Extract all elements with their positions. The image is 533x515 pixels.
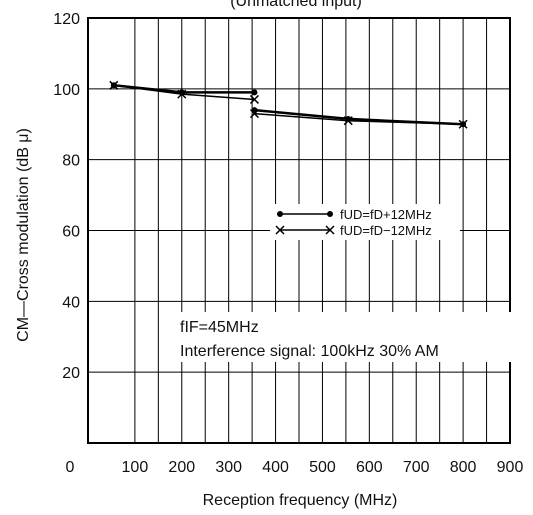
x-tick-label: 0 — [66, 459, 75, 476]
y-tick-label: 100 — [53, 82, 80, 99]
x-tick-label: 200 — [168, 459, 195, 476]
x-tick-label: 300 — [215, 459, 242, 476]
x-axis-ticks: 0 100 200 300 400 500 600 700 800 900 — [66, 459, 524, 476]
legend-label: fUD=fD+12MHz — [340, 207, 432, 222]
data-point — [325, 225, 335, 235]
data-point — [251, 89, 258, 96]
series-1 — [109, 80, 468, 129]
data-point — [277, 211, 283, 217]
y-tick-label: 60 — [62, 224, 80, 241]
y-axis-ticks: 20 40 60 80 100 120 — [53, 11, 80, 382]
series-group — [109, 80, 468, 129]
y-tick-label: 80 — [62, 153, 80, 170]
x-tick-label: 900 — [497, 459, 524, 476]
annotation-fif: fIF=45MHz — [180, 319, 259, 336]
x-tick-label: 400 — [262, 459, 289, 476]
legend-background — [270, 204, 460, 240]
y-tick-label: 40 — [62, 294, 80, 311]
y-tick-label: 20 — [62, 365, 80, 382]
annotation-background — [160, 312, 512, 362]
data-point — [458, 119, 468, 129]
series-line — [254, 108, 464, 126]
data-point — [109, 80, 119, 90]
y-axis-label: CM—Cross modulation (dB μ) — [15, 128, 32, 342]
annotation-interference: Interference signal: 100kHz 30% AM — [180, 343, 439, 360]
plot-frame — [87, 17, 511, 444]
data-point — [177, 89, 187, 99]
chart-title: (Unmatched input) — [230, 0, 362, 10]
data-point — [249, 94, 259, 104]
legend-label: fUD=fD−12MHz — [340, 223, 432, 238]
data-point — [343, 116, 353, 126]
y-tick-label: 120 — [53, 11, 80, 28]
x-tick-label: 500 — [309, 459, 336, 476]
x-tick-label: 800 — [450, 459, 477, 476]
x-tick-label: 700 — [403, 459, 430, 476]
x-axis-label: Reception frequency (MHz) — [203, 492, 398, 509]
data-point — [327, 211, 333, 217]
x-tick-label: 100 — [122, 459, 149, 476]
data-point — [275, 225, 285, 235]
data-point — [249, 109, 259, 119]
x-tick-label: 600 — [356, 459, 383, 476]
